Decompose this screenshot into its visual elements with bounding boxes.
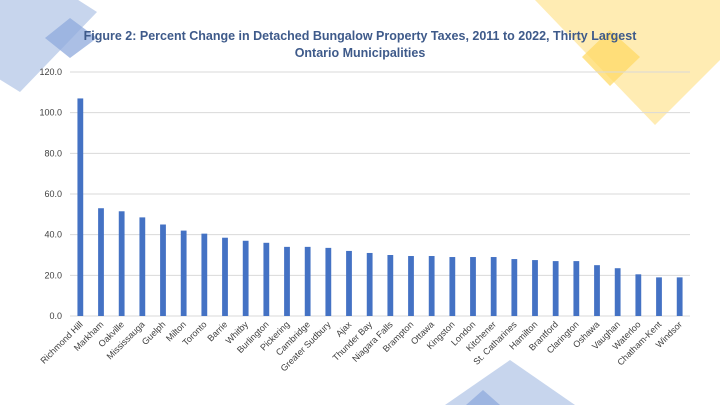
bar — [490, 257, 497, 316]
y-tick-label: 60.0 — [44, 189, 62, 199]
y-tick-label: 20.0 — [44, 270, 62, 280]
bar — [346, 250, 352, 316]
bar — [511, 259, 518, 316]
bar — [77, 98, 84, 316]
bar — [449, 257, 456, 316]
bar — [160, 224, 166, 316]
bar — [676, 277, 683, 316]
bar — [573, 261, 580, 316]
bar — [98, 208, 104, 316]
bar — [532, 260, 538, 316]
bar — [656, 277, 662, 316]
y-tick-label: 100.0 — [39, 108, 62, 118]
bar — [635, 274, 642, 316]
bar — [366, 252, 373, 316]
bar — [387, 255, 394, 316]
bar — [222, 237, 228, 316]
bar — [552, 261, 559, 316]
bar — [242, 240, 249, 316]
y-tick-label: 80.0 — [44, 148, 62, 158]
bar — [284, 246, 290, 316]
y-tick-label: 0.0 — [49, 311, 62, 321]
bar — [201, 233, 208, 316]
bar — [428, 256, 435, 316]
chart-title-line2: Ontario Municipalities — [294, 46, 426, 60]
bar — [408, 256, 414, 316]
chart-title: Figure 2: Percent Change in Detached Bun… — [60, 28, 660, 62]
bar — [614, 268, 621, 316]
bar — [180, 230, 187, 316]
bar — [118, 211, 125, 316]
x-category-label: Guelph — [140, 319, 168, 347]
bar — [325, 247, 332, 316]
y-tick-label: 40.0 — [44, 230, 62, 240]
bar — [139, 217, 146, 316]
bar — [594, 265, 600, 316]
chart-title-line1: Figure 2: Percent Change in Detached Bun… — [83, 29, 637, 43]
bar — [263, 242, 270, 316]
bar — [470, 257, 476, 316]
bar — [304, 246, 311, 316]
y-tick-label: 120.0 — [39, 67, 62, 77]
